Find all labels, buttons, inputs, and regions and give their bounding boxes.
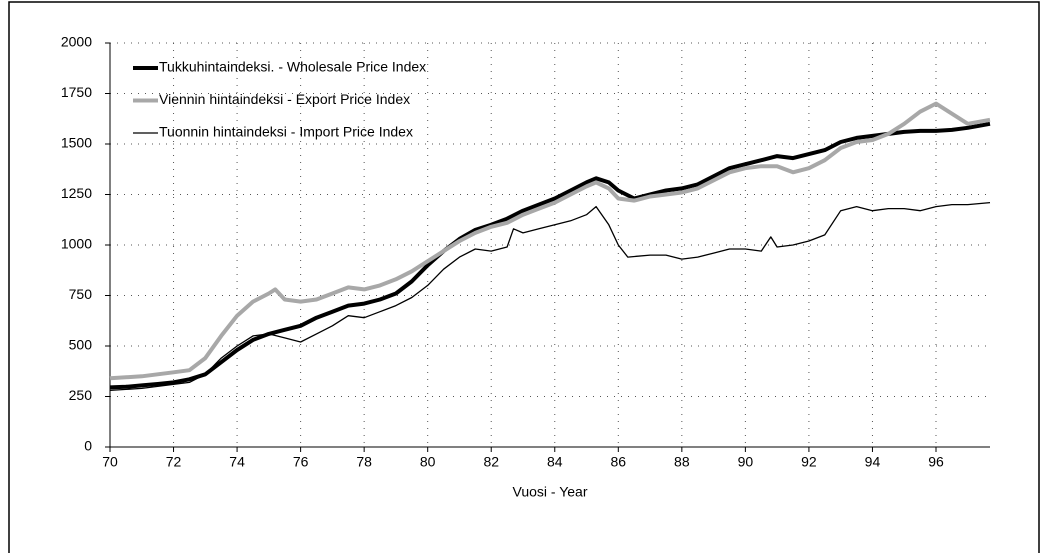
legend-label: Tuonnin hintaindeksi - Import Price Inde…	[159, 124, 413, 140]
x-tick-label: 72	[166, 454, 182, 470]
x-tick-label: 82	[483, 454, 499, 470]
y-tick-label: 1750	[61, 84, 92, 100]
x-tick-label: 70	[102, 454, 118, 470]
legend-label: Viennin hintaindeksi - Export Price Inde…	[159, 91, 410, 107]
x-tick-label: 80	[420, 454, 436, 470]
y-tick-label: 2000	[61, 34, 92, 50]
x-tick-label: 94	[865, 454, 881, 470]
legend-label: Tukkuhintaindeksi. - Wholesale Price Ind…	[159, 59, 426, 75]
y-tick-label: 250	[69, 387, 93, 403]
y-tick-label: 1500	[61, 135, 92, 151]
series-line	[109, 121, 991, 390]
y-tick-label: 750	[69, 286, 93, 302]
x-tick-label: 92	[801, 454, 817, 470]
y-tick-label: 1000	[61, 236, 92, 252]
y-tick-label: 1250	[61, 185, 92, 201]
x-tick-label: 78	[356, 454, 372, 470]
frame	[8, 1, 1040, 558]
x-tick-label: 88	[674, 454, 690, 470]
x-tick-label: 74	[229, 454, 245, 470]
y-tick-label: 0	[84, 438, 92, 454]
y-tick-label: 500	[69, 337, 93, 353]
x-tick-label: 86	[611, 454, 627, 470]
x-tick-label: 84	[547, 454, 563, 470]
series-line	[109, 101, 991, 381]
x-tick-label: 96	[928, 454, 944, 470]
x-tick-label: 90	[738, 454, 754, 470]
x-tick-label: 76	[293, 454, 309, 470]
series-line	[109, 201, 991, 392]
x-axis-label: Vuosi - Year	[513, 484, 588, 500]
